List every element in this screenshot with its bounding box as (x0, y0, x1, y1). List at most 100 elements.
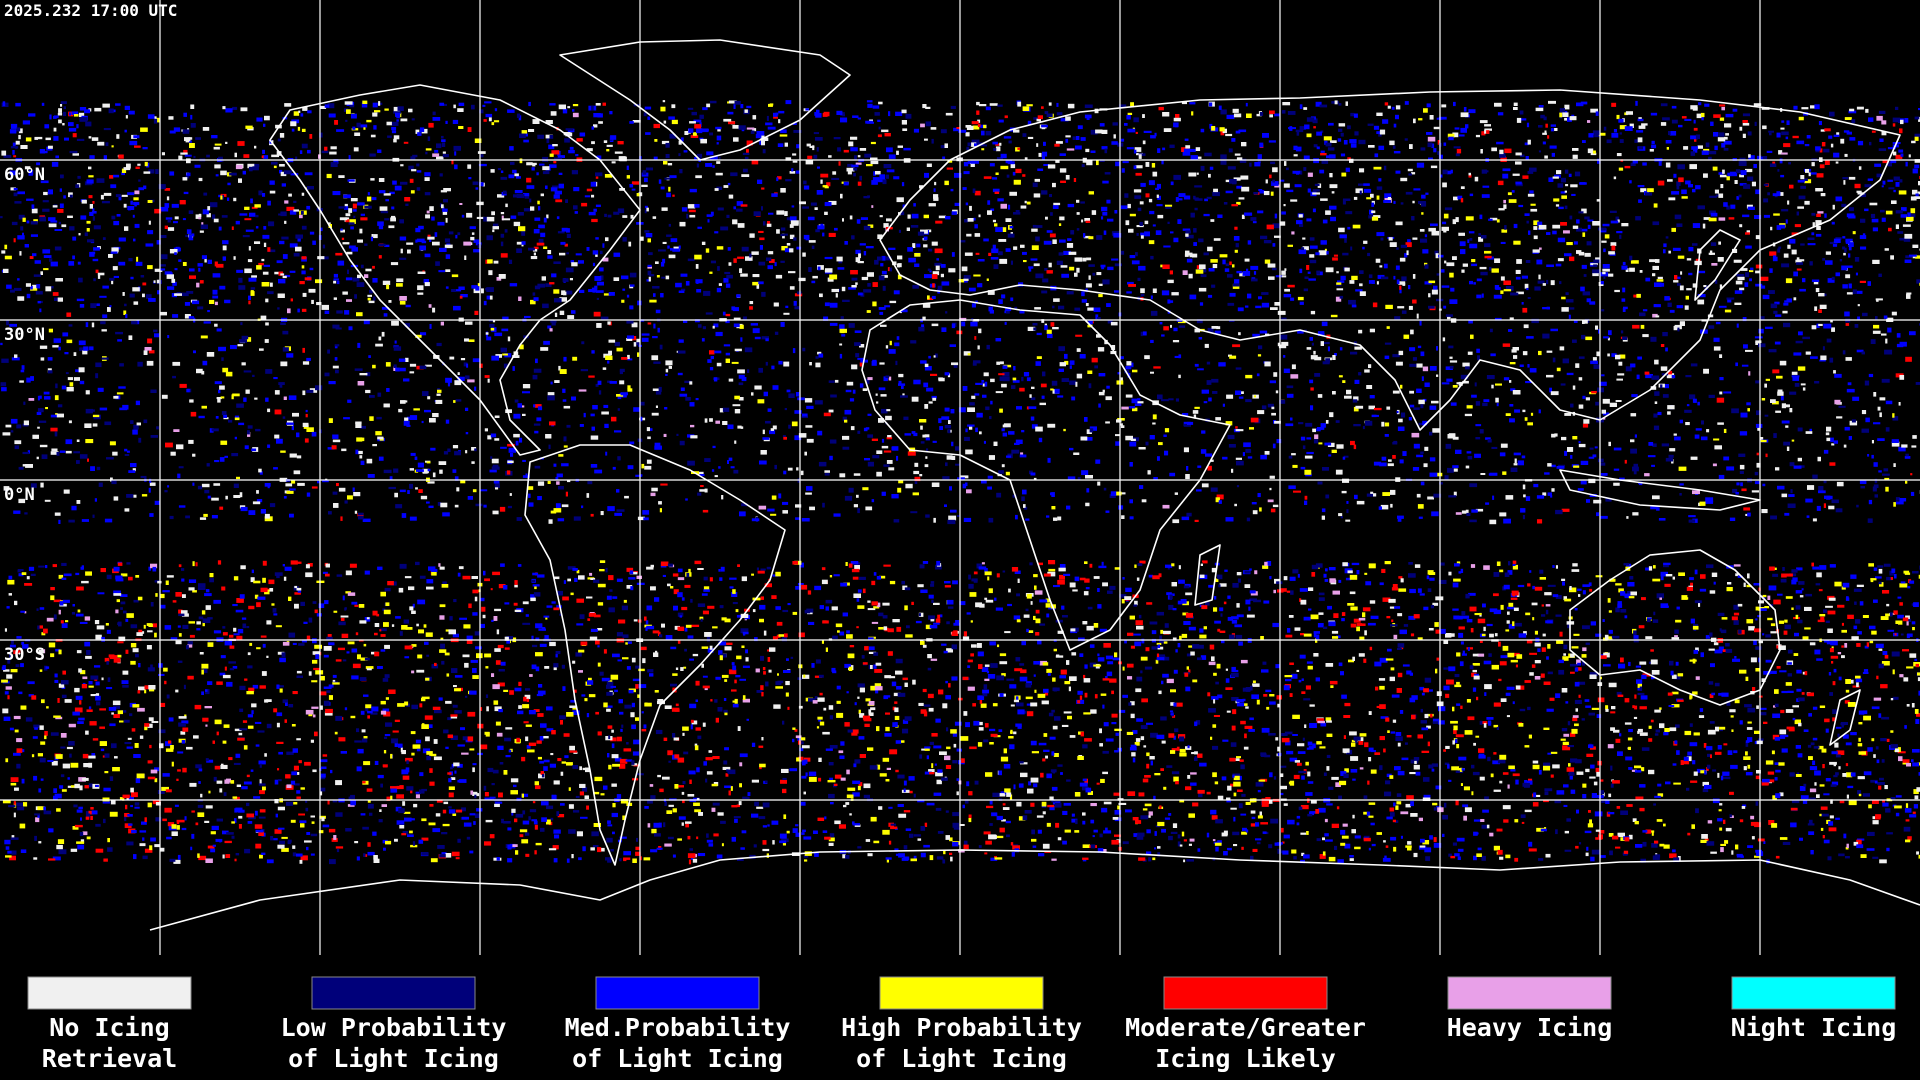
icing-pixel (1479, 429, 1484, 434)
icing-pixel (1349, 158, 1354, 163)
icing-pixel (1088, 383, 1092, 389)
icing-pixel (1480, 149, 1483, 154)
icing-pixel (1787, 503, 1796, 508)
icing-pixel (311, 299, 314, 304)
icing-pixel (1824, 213, 1827, 218)
icing-pixel (417, 132, 422, 136)
icing-pixel (1566, 242, 1573, 246)
icing-pixel (1845, 357, 1852, 361)
icing-pixel (1316, 428, 1321, 432)
icing-pixel (372, 102, 378, 108)
icing-pixel (111, 247, 119, 252)
icing-pixel (425, 214, 430, 219)
icing-pixel (97, 274, 101, 279)
icing-pixel (1800, 175, 1805, 180)
icing-pixel (1133, 189, 1142, 193)
icing-pixel (529, 198, 532, 203)
icing-pixel (9, 129, 17, 134)
icing-pixel (1742, 113, 1750, 117)
icing-pixel (140, 475, 147, 478)
icing-pixel (1598, 329, 1601, 334)
icing-pixel (1895, 210, 1903, 214)
icing-pixel (1027, 326, 1036, 331)
icing-pixel (502, 218, 511, 221)
icing-pixel (1238, 129, 1247, 133)
icing-pixel (1000, 165, 1009, 170)
icing-pixel (172, 375, 176, 379)
icing-pixel (1350, 440, 1355, 446)
icing-pixel (1834, 399, 1841, 405)
icing-pixel (1526, 220, 1529, 224)
icing-pixel (144, 161, 148, 167)
icing-pixel (1074, 272, 1078, 277)
icing-pixel (1582, 320, 1585, 324)
icing-pixel (1522, 515, 1525, 520)
icing-pixel (1162, 112, 1170, 117)
icing-pixel (1454, 127, 1460, 130)
icing-pixel (1489, 519, 1497, 525)
icing-pixel (1442, 221, 1447, 225)
icing-pixel (239, 492, 243, 498)
icing-pixel (497, 168, 501, 171)
icing-pixel (200, 224, 208, 229)
icing-pixel (363, 127, 366, 130)
icing-pixel (876, 471, 882, 477)
icing-pixel (1479, 214, 1483, 220)
icing-pixel (706, 151, 714, 156)
icing-pixel (214, 460, 220, 463)
icing-pixel (794, 293, 803, 297)
icing-pixel (1041, 319, 1045, 323)
icing-pixel (695, 279, 703, 284)
icing-pixel (1013, 179, 1021, 185)
icing-pixel (604, 174, 613, 178)
icing-pixel (608, 292, 615, 296)
icing-pixel (199, 280, 204, 284)
icing-pixel (1399, 285, 1402, 290)
icing-pixel (1669, 131, 1677, 136)
icing-pixel (1552, 176, 1559, 179)
icing-pixel (780, 129, 787, 133)
icing-pixel (76, 500, 81, 504)
icing-pixel (1802, 336, 1810, 340)
icing-pixel (1510, 292, 1519, 296)
icing-pixel (1402, 282, 1406, 286)
icing-pixel (1587, 148, 1594, 154)
icing-pixel (971, 139, 980, 144)
icing-pixel (72, 236, 77, 241)
icing-pixel (68, 127, 77, 132)
icing-pixel (1295, 146, 1302, 152)
icing-pixel (740, 204, 748, 207)
icing-pixel (1445, 366, 1453, 370)
icing-pixel (770, 513, 777, 516)
icing-pixel (1806, 515, 1810, 518)
icing-pixel (493, 260, 499, 264)
icing-pixel (1554, 433, 1558, 437)
icing-pixel (1468, 231, 1475, 234)
icing-pixel (976, 110, 980, 115)
icing-pixel (622, 215, 628, 218)
icing-pixel (415, 487, 418, 490)
icing-pixel (1121, 406, 1129, 410)
icing-pixel (125, 314, 128, 319)
icing-pixel (687, 460, 695, 466)
icing-pixel (1520, 508, 1526, 513)
icing-pixel (403, 141, 409, 144)
icing-pixel (613, 211, 620, 215)
icing-pixel (1489, 217, 1498, 221)
icing-pixel (1383, 165, 1387, 171)
icing-pixel (1904, 233, 1913, 239)
icing-pixel (164, 225, 168, 229)
icing-pixel (1269, 380, 1276, 384)
icing-pixel (572, 112, 579, 118)
icing-pixel (283, 170, 292, 175)
icing-pixel (189, 275, 196, 279)
icing-pixel (352, 209, 357, 212)
icing-pixel (883, 450, 892, 453)
icing-pixel (955, 463, 960, 466)
icing-pixel (1559, 281, 1562, 285)
icing-pixel (1236, 460, 1244, 466)
icing-pixel (93, 247, 100, 251)
icing-pixel (1878, 110, 1886, 114)
icing-pixel (367, 297, 371, 301)
icing-pixel (1695, 185, 1701, 190)
